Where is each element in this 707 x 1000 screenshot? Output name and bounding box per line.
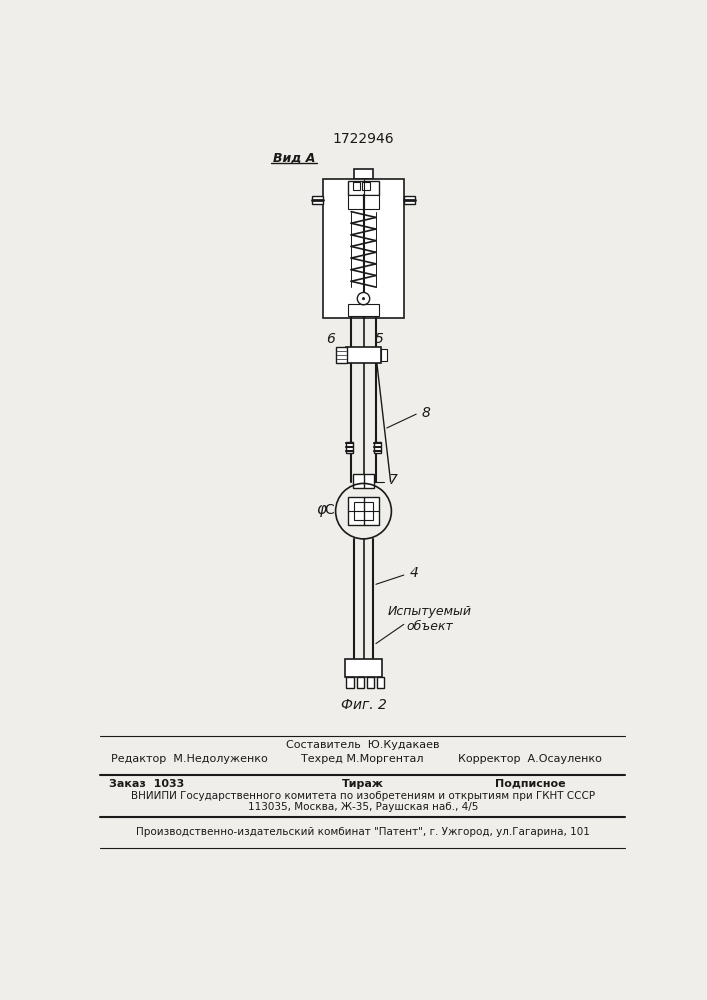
Bar [367,677,374,688]
Circle shape [363,297,365,300]
Text: Редактор  М.Недолуженко: Редактор М.Недолуженко [111,754,267,764]
Bar [346,347,380,363]
Bar [323,179,404,318]
Bar [404,196,416,204]
Text: С: С [325,503,334,517]
Bar [362,182,370,190]
Bar [348,304,379,316]
Text: Тираж: Тираж [341,779,384,789]
Text: ВНИИПИ Государственного комитета по изобретениям и открытиям при ГКНТ СССР: ВНИИПИ Государственного комитета по изоб… [131,791,595,801]
Text: Вид А: Вид А [273,152,315,165]
Text: Подписное: Подписное [495,779,566,789]
Text: 6: 6 [327,332,335,346]
Text: 7: 7 [389,473,397,487]
Bar [380,349,387,361]
Bar [353,474,374,488]
Bar [346,677,354,688]
Text: 1722946: 1722946 [333,132,395,146]
Bar [377,677,385,688]
Bar [354,502,373,520]
Bar [354,169,373,179]
Bar [346,442,353,453]
Text: Заказ  1033: Заказ 1033 [109,779,184,789]
Text: Техред М.Моргентал: Техред М.Моргентал [301,754,424,764]
Text: 8: 8 [421,406,430,420]
Bar [348,497,379,525]
Bar [348,195,379,209]
Text: Корректор  А.Осауленко: Корректор А.Осауленко [458,754,602,764]
Bar [374,442,380,453]
Text: Фиг. 2: Фиг. 2 [341,698,387,712]
Bar [337,347,347,363]
Text: 5: 5 [375,332,383,346]
Bar [356,677,364,688]
Text: φ: φ [316,502,326,517]
Text: 4: 4 [409,566,419,580]
Text: Испытуемый
объект: Испытуемый объект [387,605,472,633]
Text: Составитель  Ю.Кудакаев: Составитель Ю.Кудакаев [286,740,440,750]
Bar [345,659,382,677]
Bar [348,181,379,195]
Text: Производственно-издательский комбинат "Патент", г. Ужгород, ул.Гагарина, 101: Производственно-издательский комбинат "П… [136,827,590,837]
Text: 113035, Москва, Ж-35, Раушская наб., 4/5: 113035, Москва, Ж-35, Раушская наб., 4/5 [247,802,478,812]
Bar [353,182,361,190]
Bar [312,196,323,204]
